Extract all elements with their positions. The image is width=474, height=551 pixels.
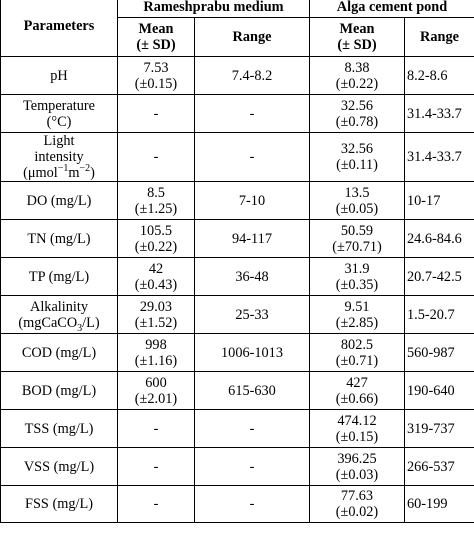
header-row-groups: Parameters Rameshprabu medium Alga cemen… — [0, 0, 474, 57]
table-row: Temperature (°C) - - 32.56 (±0.78) 31.4-33… — [0, 94, 474, 133]
header-mean-1: Mean (± SD) — [117, 17, 195, 57]
mean-cell: 7.53 (±0.15) — [117, 56, 195, 95]
table-row: pH 7.53 (±0.15) 7.4-8.2 8.38 (±0.22) 8.2-8… — [0, 56, 474, 95]
mean-cell: 50.59 (±70.71) — [309, 219, 405, 258]
mean-cell: 31.9 (±0.35) — [309, 257, 405, 296]
range-cell: 8.2-8.6 — [404, 56, 474, 95]
table-row: TSS (mg/L) - - 474.12 (±0.15) 319-737 — [0, 409, 474, 448]
range-cell: 560-987 — [404, 333, 474, 372]
mean-cell: 8.5 (±1.25) — [117, 181, 195, 220]
param-cell: TSS (mg/L) — [0, 409, 118, 448]
mean-cell: 32.56 (±0.78) — [309, 94, 405, 133]
param-cell: DO (mg/L) — [0, 181, 118, 220]
param-cell: Light intensity (μmol−1m−2) — [0, 132, 118, 182]
water-quality-table: Parameters Rameshprabu medium Alga cemen… — [0, 0, 474, 523]
mean-cell: 77.63 (±0.02) — [309, 485, 405, 523]
range-cell: 31.4-33.7 — [404, 132, 474, 182]
table-row: BOD (mg/L) 600 (±2.01) 615-630 427 (±0.66)… — [0, 371, 474, 410]
mean-cell: - — [117, 94, 195, 133]
range-cell: 24.6-84.6 — [404, 219, 474, 258]
range-cell: - — [194, 132, 310, 182]
param-cell: VSS (mg/L) — [0, 447, 118, 486]
mean-cell: 29.03 (±1.52) — [117, 295, 195, 334]
range-cell: - — [194, 94, 310, 133]
mean-cell: 105.5 (±0.22) — [117, 219, 195, 258]
mean-cell: 998 (±1.16) — [117, 333, 195, 372]
table-row: DO (mg/L) 8.5 (±1.25) 7-10 13.5 (±0.05) 10… — [0, 181, 474, 220]
range-cell: 20.7-42.5 — [404, 257, 474, 296]
mean-cell: 474.12 (±0.15) — [309, 409, 405, 448]
mean-cell: - — [117, 447, 195, 486]
range-cell: - — [194, 447, 310, 486]
header-group-rameshprabu: Rameshprabu medium — [117, 0, 310, 18]
mean-cell: 9.51 (±2.85) — [309, 295, 405, 334]
param-cell: TP (mg/L) — [0, 257, 118, 296]
param-cell: FSS (mg/L) — [0, 485, 118, 523]
header-mean-2: Mean (± SD) — [309, 17, 405, 57]
header-range-2: Range — [404, 17, 474, 57]
mean-cell: 42 (±0.43) — [117, 257, 195, 296]
mean-cell: 396.25 (±0.03) — [309, 447, 405, 486]
header-group-alga-pond: Alga cement pond — [309, 0, 474, 18]
mean-cell: 427 (±0.66) — [309, 371, 405, 410]
table-row: FSS (mg/L) - - 77.63 (±0.02) 60-199 — [0, 485, 474, 523]
range-cell: 7-10 — [194, 181, 310, 220]
range-cell: 266-537 — [404, 447, 474, 486]
table-row: COD (mg/L) 998 (±1.16) 1006-1013 802.5 (±0… — [0, 333, 474, 372]
table-row: Light intensity (μmol−1m−2) - - 32.56 (±0.… — [0, 132, 474, 182]
mean-cell: 32.56 (±0.11) — [309, 132, 405, 182]
param-cell: pH — [0, 56, 118, 95]
param-cell: Temperature (°C) — [0, 94, 118, 133]
table-row: TP (mg/L) 42 (±0.43) 36-48 31.9 (±0.35) 20… — [0, 257, 474, 296]
range-cell: 615-630 — [194, 371, 310, 410]
param-cell: BOD (mg/L) — [0, 371, 118, 410]
mean-cell: 13.5 (±0.05) — [309, 181, 405, 220]
header-row-sub: Mean (± SD) Range Mean (± SD) Range — [1, 17, 474, 57]
mean-cell: - — [117, 132, 195, 182]
range-cell: 10-17 — [404, 181, 474, 220]
range-cell: 190-640 — [404, 371, 474, 410]
range-cell: - — [194, 485, 310, 523]
range-cell: 94-117 — [194, 219, 310, 258]
param-cell: COD (mg/L) — [0, 333, 118, 372]
range-cell: 1.5-20.7 — [404, 295, 474, 334]
range-cell: 319-737 — [404, 409, 474, 448]
range-cell: - — [194, 409, 310, 448]
range-cell: 1006-1013 — [194, 333, 310, 372]
mean-cell: 8.38 (±0.22) — [309, 56, 405, 95]
param-cell: TN (mg/L) — [0, 219, 118, 258]
table-row: TN (mg/L) 105.5 (±0.22) 94-117 50.59 (±70.… — [0, 219, 474, 258]
mean-cell: 802.5 (±0.71) — [309, 333, 405, 372]
header-range-1: Range — [194, 17, 310, 57]
mean-cell: - — [117, 485, 195, 523]
mean-cell: 600 (±2.01) — [117, 371, 195, 410]
mean-cell: - — [117, 409, 195, 448]
header-parameters: Parameters — [0, 0, 118, 57]
range-cell: 25-33 — [194, 295, 310, 334]
param-cell: Alkalinity (mgCaCO3/L) — [0, 295, 118, 334]
range-cell: 7.4-8.2 — [194, 56, 310, 95]
range-cell: 31.4-33.7 — [404, 94, 474, 133]
range-cell: 36-48 — [194, 257, 310, 296]
table-row: Alkalinity (mgCaCO3/L) 29.03 (±1.52) 25-3… — [0, 295, 474, 334]
range-cell: 60-199 — [404, 485, 474, 523]
table-row: VSS (mg/L) - - 396.25 (±0.03) 266-537 — [0, 447, 474, 486]
